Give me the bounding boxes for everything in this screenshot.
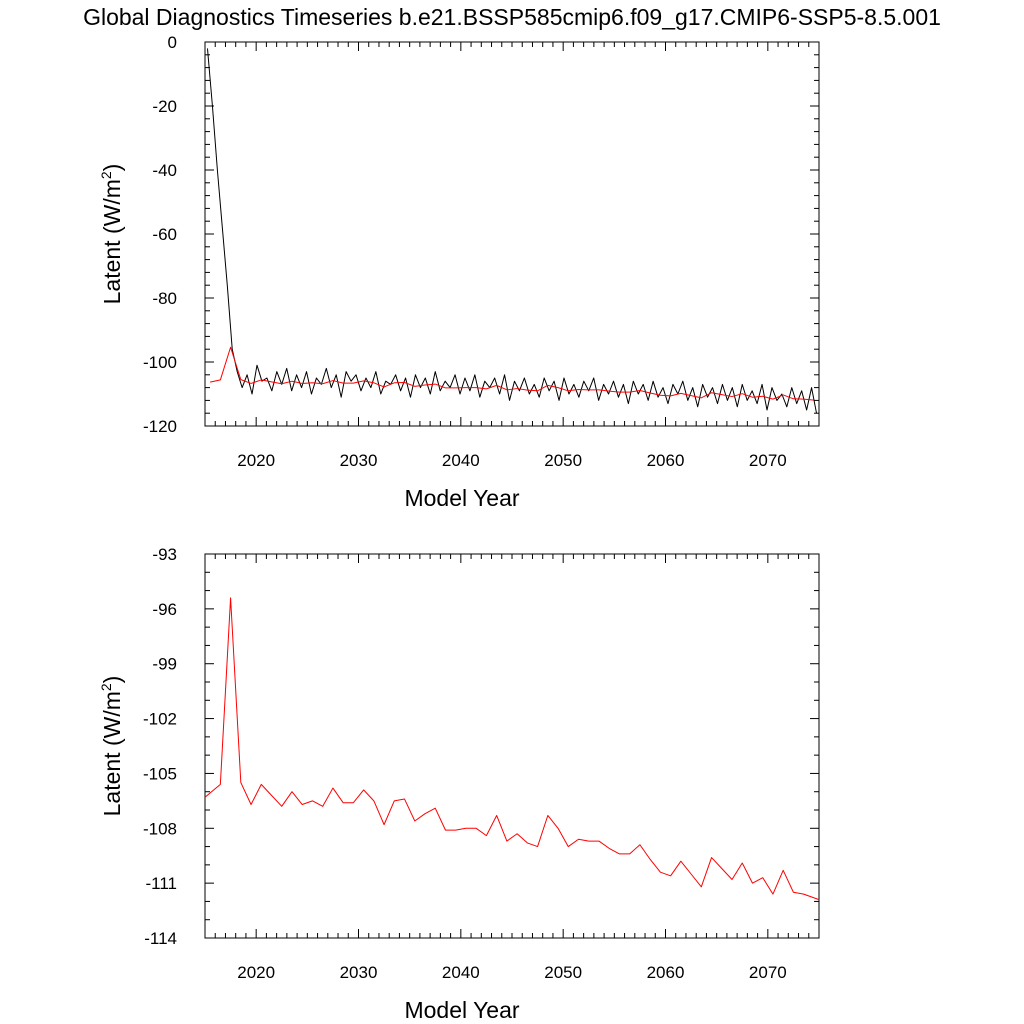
panel1-y-tick-label: -80 xyxy=(152,289,177,308)
panel2-y-tick-label: -93 xyxy=(152,545,177,564)
panel1-y-tick-label: -40 xyxy=(152,161,177,180)
panel1-y-tick-label: -20 xyxy=(152,97,177,116)
panel2-y-tick-label: -99 xyxy=(152,655,177,674)
panel1-series-monthly-line xyxy=(206,48,818,414)
panel2-y-axis-label-text: Latent (W/m xyxy=(99,691,125,816)
panel1-y-tick-label: 0 xyxy=(168,33,177,52)
panel2-x-axis-label: Model Year xyxy=(404,997,519,1023)
panel1-x-tick-label: 2020 xyxy=(237,451,275,470)
chart-title: Global Diagnostics Timeseries b.e21.BSSP… xyxy=(83,4,941,30)
panel2-x-tick-label: 2050 xyxy=(544,963,582,982)
panel2-x-tick-label: 2060 xyxy=(647,963,685,982)
panel2-y-axis-label: Latent (W/m2) xyxy=(98,676,125,817)
panel1-y-tick-label: -120 xyxy=(143,417,177,436)
panel2-y-tick-label: -102 xyxy=(143,710,177,729)
panel1-series-annual-line xyxy=(210,346,814,401)
panel1-y-tick-label: -100 xyxy=(143,353,177,372)
panel1-x-tick-label: 2060 xyxy=(647,451,685,470)
panel2-y-tick-label: -105 xyxy=(143,764,177,783)
panel1-x-tick-label: 2040 xyxy=(442,451,480,470)
panel1-y-tick-label: -60 xyxy=(152,225,177,244)
panel2-x-tick-label: 2020 xyxy=(237,963,275,982)
panel2-y-axis-label-close: ) xyxy=(99,676,125,684)
panel2-y-axis-label-superscript: 2 xyxy=(98,683,114,691)
panel2-y-tick-label: -108 xyxy=(143,819,177,838)
panel2-frame xyxy=(204,553,820,939)
panel1-x-tick-label: 2030 xyxy=(340,451,378,470)
panel2-y-tick-label: -111 xyxy=(145,874,177,893)
panel2-x-tick-label: 2040 xyxy=(442,963,480,982)
panel1-y-axis-label-text: Latent (W/m xyxy=(99,179,125,304)
panel1-y-axis-label: Latent (W/m2) xyxy=(98,164,125,305)
panel1-frame xyxy=(204,41,820,427)
panel1-y-axis-label-superscript: 2 xyxy=(98,171,114,179)
panel1-x-tick-label: 2070 xyxy=(749,451,787,470)
panel1-y-axis-label-close: ) xyxy=(99,164,125,172)
panel1-x-axis-label: Model Year xyxy=(404,485,519,511)
panel2-y-tick-label: -114 xyxy=(144,929,177,948)
panel2-x-tick-label: 2030 xyxy=(340,963,378,982)
panel2-x-tick-label: 2070 xyxy=(749,963,787,982)
panel2-series-annual-line xyxy=(204,597,820,901)
panel2-y-tick-label: -96 xyxy=(152,600,177,619)
panel1-x-tick-label: 2050 xyxy=(544,451,582,470)
